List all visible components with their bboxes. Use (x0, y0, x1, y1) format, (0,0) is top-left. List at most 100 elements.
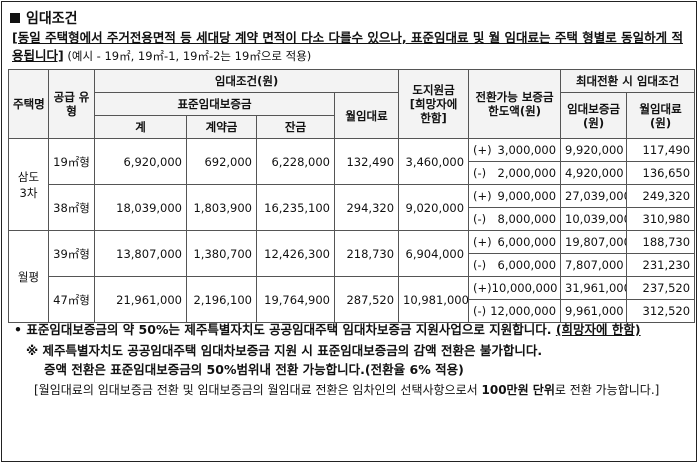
deposit-total: 18,039,000 (94, 184, 187, 231)
deposit-contract: 2,196,100 (186, 276, 257, 323)
max-deposit: 9,961,000 (560, 299, 628, 323)
conv-value: 12,000,000 (490, 304, 557, 318)
max-rent: 188,730 (626, 230, 696, 254)
table-row: 47㎡형 21,961,000 2,196,100 19,764,900 287… (9, 276, 696, 323)
supply-type: 19㎡형 (48, 138, 95, 185)
conv-value: 9,000,000 (497, 189, 557, 203)
conv-limit: (+) 3,000,000 (468, 138, 562, 162)
table-row: 삼도 3차 19㎡형 6,920,000 692,000 6,228,000 1… (8, 138, 696, 231)
conv-value: 8,000,000 (497, 212, 557, 226)
conv-value: 6,000,000 (497, 235, 557, 249)
intro-bold: [동일 주택형에서 주거전용면적 등 세대당 계약 면적이 다소 다를수 있으나… (12, 30, 683, 63)
conv-sign: (+) (473, 189, 492, 203)
header-conv-limit: 전환가능 보증금 한도액(원) (468, 69, 562, 139)
table-row: (-) 12,000,000 9,961,000 312,520 (9, 299, 696, 323)
rent-conditions-table: 주택명 공급 유형 임대조건(원) 도지원금 [희망자에 한함] 전환가능 보증… (8, 69, 696, 323)
max-rent: 231,230 (626, 253, 696, 277)
monthly-rent: 287,520 (333, 276, 400, 323)
dodge-amount: 6,904,000 (398, 230, 470, 277)
conv-sign: (+) (473, 143, 492, 157)
note-option-text-c: 로 전환 가능합니다.] (554, 383, 660, 397)
table-row: (-) 2,000,000 4,920,000 136,650 (9, 161, 696, 185)
note-support-hint: (희망자에 한함) (555, 322, 641, 337)
notes: • 표준임대보증금의 약 50%는 제주특별자치도 공공임대주택 임대차보증금 … (8, 320, 694, 400)
header-monthly: 월임대료 (333, 92, 400, 139)
table-body: 삼도 3차 19㎡형 6,920,000 692,000 6,228,000 1… (8, 138, 696, 323)
max-deposit: 9,920,000 (560, 138, 628, 162)
conv-value: 10,000,000 (491, 281, 558, 295)
header-contract: 계약금 (186, 115, 257, 139)
header-dodge: 도지원금 [희망자에 한함] (398, 69, 470, 139)
conv-limit: (+) 6,000,000 (468, 230, 562, 254)
conv-limit: (-) 8,000,000 (468, 207, 562, 231)
table-row: 월평 39㎡형 13,807,000 1,380,700 12,426,300 … (8, 230, 696, 323)
monthly-rent: 218,730 (333, 230, 400, 277)
max-rent: 117,490 (626, 138, 696, 162)
supply-type: 47㎡형 (48, 276, 95, 323)
note-conversion-rate: 증액 전환은 표준임대보증금의 50%범위내 전환 가능합니다.(전환율 6% … (44, 362, 464, 377)
conv-limit: (+) 9,000,000 (468, 184, 562, 208)
bullet-square-icon (10, 13, 20, 23)
max-deposit: 19,807,000 (560, 230, 628, 254)
conv-limit: (+) 10,000,000 (468, 276, 562, 300)
header-deposit-std: 표준임대보증금 (94, 92, 335, 116)
table-row: 38㎡형 18,039,000 1,803,900 16,235,100 294… (9, 184, 696, 231)
section-title: 임대조건 (26, 11, 78, 27)
deposit-total: 21,961,000 (94, 276, 187, 323)
deposit-balance: 19,764,900 (256, 276, 335, 323)
intro-text: [동일 주택형에서 주거전용면적 등 세대당 계약 면적이 다소 다를수 있으나… (12, 29, 692, 65)
conv-sign: (+) (473, 281, 492, 295)
conv-value: 6,000,000 (497, 258, 557, 272)
note-conversion: ※ 제주특별자치도 공공임대주택 임대차보증금 지원 시 표준임대보증금의 감액… (8, 341, 694, 379)
section-heading: 임대조건 (10, 8, 78, 28)
header-type: 주택명 (8, 69, 49, 139)
note-support-text: 표준임대보증금의 약 50%는 제주특별자치도 공공임대주택 임대차보증금 지원… (26, 322, 552, 337)
deposit-total: 13,807,000 (94, 230, 187, 277)
deposit-total: 6,920,000 (94, 138, 187, 185)
dodge-amount: 10,981,000 (398, 276, 470, 323)
conv-sign: (-) (473, 212, 487, 226)
complex-name: 월평 (8, 230, 49, 323)
supply-type: 38㎡형 (48, 184, 95, 231)
deposit-balance: 16,235,100 (256, 184, 335, 231)
header-max-conv: 최대전환 시 임대조건 (560, 69, 696, 93)
intro-note: (예시 - 19㎡, 19㎡-1, 19㎡-2는 19㎡으로 적용) (63, 49, 312, 63)
max-deposit: 7,807,000 (560, 253, 628, 277)
note-option-unit: 100만원 단위 (481, 383, 555, 397)
monthly-rent: 294,320 (333, 184, 400, 231)
header-total: 계 (94, 115, 187, 139)
conv-sign: (+) (473, 235, 492, 249)
max-deposit: 10,039,000 (560, 207, 628, 231)
header-max-deposit: 임대보증금 (원) (560, 92, 628, 139)
note-support: • 표준임대보증금의 약 50%는 제주특별자치도 공공임대주택 임대차보증금 … (14, 322, 641, 337)
complex-name: 삼도 3차 (8, 138, 49, 231)
note-option-text-a: [월임대료의 임대보증금 전환 및 임대보증금의 월임대료 전환은 임차인의 선… (34, 383, 482, 397)
deposit-contract: 692,000 (186, 138, 257, 185)
conv-sign: (-) (473, 166, 487, 180)
deposit-contract: 1,380,700 (186, 230, 257, 277)
conv-limit: (-) 6,000,000 (468, 253, 562, 277)
deposit-balance: 12,426,300 (256, 230, 335, 277)
dodge-amount: 9,020,000 (398, 184, 470, 231)
conv-limit: (-) 2,000,000 (468, 161, 562, 185)
note-conversion-text: 제주특별자치도 공공임대주택 임대차보증금 지원 시 표준임대보증금의 감액 전… (42, 343, 543, 358)
header-max-rent: 월임대료 (원) (626, 92, 696, 139)
dodge-amount: 3,460,000 (398, 138, 470, 185)
max-rent: 136,650 (626, 161, 696, 185)
max-rent: 310,980 (626, 207, 696, 231)
conv-value: 3,000,000 (497, 143, 557, 157)
header-rent-conditions: 임대조건(원) (93, 69, 400, 93)
conv-sign: (-) (473, 304, 487, 318)
supply-type: 39㎡형 (48, 230, 95, 277)
note-option: [월임대료의 임대보증금 전환 및 임대보증금의 월임대료 전환은 임차인의 선… (8, 381, 694, 400)
max-rent: 312,520 (626, 299, 696, 323)
deposit-balance: 6,228,000 (256, 138, 335, 185)
header-balance: 잔금 (256, 115, 335, 139)
max-deposit: 31,961,000 (560, 276, 628, 300)
max-deposit: 4,920,000 (560, 161, 628, 185)
max-deposit: 27,039,000 (560, 184, 628, 208)
conv-value: 2,000,000 (497, 166, 557, 180)
monthly-rent: 132,490 (333, 138, 400, 185)
header-supply: 공급 유형 (48, 69, 95, 139)
